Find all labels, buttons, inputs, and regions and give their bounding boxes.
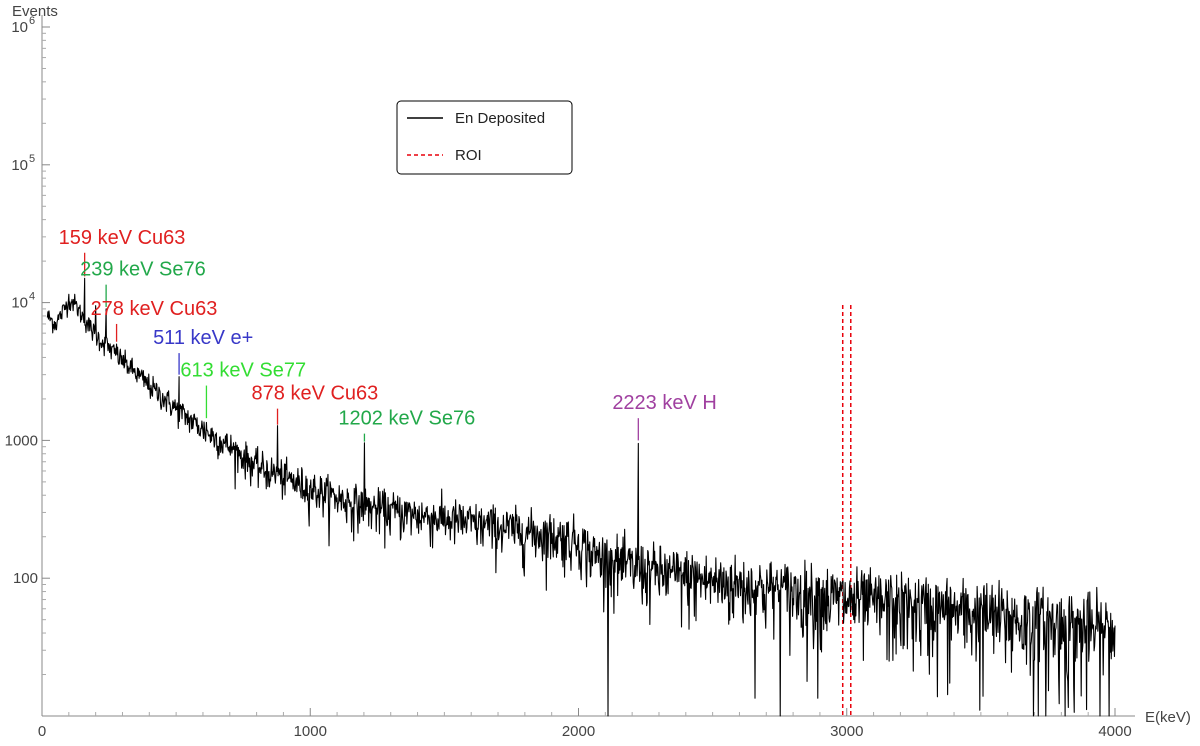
- x-axis-title: E(keV): [1145, 709, 1191, 726]
- y-axis-title: Events: [12, 3, 58, 20]
- y-tick-label-exponent: 6: [29, 15, 35, 27]
- peak-label: 278 keV Cu63: [91, 298, 218, 320]
- y-tick-label-exponent: 5: [29, 153, 35, 165]
- y-tick-label-base: 10: [11, 19, 28, 36]
- legend-label-roi: ROI: [455, 147, 482, 164]
- x-tick-label: 3000: [830, 723, 863, 740]
- peak-label: 239 keV Se76: [80, 259, 206, 281]
- y-tick-label-base: 10: [11, 157, 28, 174]
- peak-label: 2223 keV H: [612, 392, 717, 414]
- series-line-en-deposited: [46, 277, 1116, 717]
- peak-label: 878 keV Cu63: [252, 383, 379, 405]
- x-tick-label: 0: [38, 723, 46, 740]
- y-tick-label-base: 10: [11, 295, 28, 312]
- legend-label-en-deposited: En Deposited: [455, 110, 545, 127]
- legend-box: [396, 100, 573, 175]
- y-tick-label: 100: [13, 570, 38, 587]
- series-layer: [46, 277, 1116, 717]
- y-tick-label: 1000: [5, 432, 38, 449]
- roi-lines: [841, 305, 852, 716]
- y-tick-label-exponent: 4: [29, 291, 35, 303]
- x-tick-label: 2000: [562, 723, 595, 740]
- peak-annotations: 159 keV Cu63 239 keV Se76 278 keV Cu63 511 …: [59, 227, 717, 442]
- peak-label: 613 keV Se77: [180, 360, 306, 382]
- peak-label: 1202 keV Se76: [338, 408, 475, 430]
- peak-label: 511 keV e+: [153, 327, 253, 349]
- x-tick-label: 1000: [294, 723, 327, 740]
- peak-label: 159 keV Cu63: [59, 227, 186, 249]
- legend: En Deposited ROI: [396, 100, 573, 175]
- x-tick-label: 4000: [1098, 723, 1131, 740]
